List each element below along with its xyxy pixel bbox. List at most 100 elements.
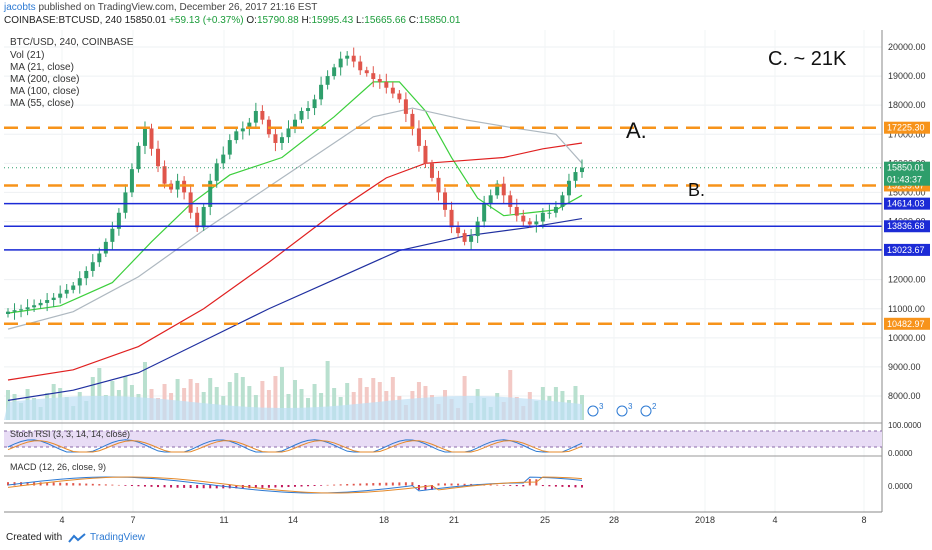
candle-body xyxy=(553,206,558,213)
stoch-k-line xyxy=(7,439,583,453)
macd-hist-bar xyxy=(294,485,296,487)
candle-body xyxy=(221,154,226,164)
macd-hist-bar xyxy=(339,484,342,486)
macd-hist-bar xyxy=(143,485,146,487)
macd-label[interactable]: MACD (12, 26, close, 9) xyxy=(10,462,106,472)
macd-hist-bar xyxy=(541,485,544,487)
candle-body xyxy=(253,110,258,123)
annotation-c: C. ~ 21K xyxy=(768,48,847,70)
open-label: O: xyxy=(246,15,257,26)
low-value: 15665.66 xyxy=(364,15,406,26)
macd-hist-bar xyxy=(287,485,290,488)
time-tick-label: 21 xyxy=(449,515,459,525)
legend-ma21[interactable]: MA (21, close) xyxy=(10,62,74,73)
candle-body xyxy=(560,195,565,207)
low-label: L: xyxy=(355,15,365,26)
candle-body xyxy=(84,270,89,279)
candle-body xyxy=(540,212,545,222)
stoch-label[interactable]: Stoch RSI (3, 3, 14, 14, close) xyxy=(10,429,130,439)
candle-body xyxy=(482,204,487,222)
macd-hist-bar xyxy=(581,485,583,488)
candle-body xyxy=(214,163,219,181)
candle-body xyxy=(25,307,30,310)
candle-body xyxy=(345,55,350,59)
candle-body xyxy=(208,180,213,207)
author-link[interactable]: jacobts xyxy=(4,2,36,13)
candle-body xyxy=(534,221,539,225)
close-label: C: xyxy=(408,15,419,26)
candle-body xyxy=(358,61,363,71)
annotation-b: B. xyxy=(688,180,705,200)
macd-hist-bar xyxy=(489,484,492,486)
macd-hist-bar xyxy=(280,485,283,488)
candle-body xyxy=(306,108,311,111)
candle-body xyxy=(64,289,69,294)
macd-hist-bar xyxy=(430,485,433,490)
macd-hist-bar xyxy=(411,482,414,486)
price-tick-label: 17000.00 xyxy=(888,129,926,139)
macd-hist-bar xyxy=(170,485,173,488)
event-flags[interactable]: 3 3 2 xyxy=(587,402,657,417)
volume-bar xyxy=(573,386,578,420)
macd-hist-bar xyxy=(515,485,518,487)
horizontal-levels xyxy=(4,126,882,326)
candle-body xyxy=(260,110,265,120)
macd-hist-bar xyxy=(502,485,505,486)
level-price-label: 13023.67 xyxy=(887,245,925,255)
time-axis-ticks: 4 7 11 14 18 21 25 28 2018 4 8 xyxy=(59,515,866,525)
volume-bar xyxy=(273,376,278,420)
candle-body xyxy=(247,122,252,129)
macd-hist-bar xyxy=(365,483,368,486)
volume-bar xyxy=(345,383,350,420)
legend-ma200[interactable]: MA (200, close) xyxy=(10,74,79,85)
time-tick-label: 11 xyxy=(219,515,228,525)
macd-hist-bar xyxy=(554,485,557,487)
time-tick-label: 7 xyxy=(130,515,135,525)
volume-bar xyxy=(286,394,291,420)
publish-info: published on TradingView.com, December 2… xyxy=(38,2,318,13)
candle-body xyxy=(129,169,134,193)
macd-hist-bar xyxy=(215,485,218,489)
macd-hist-bar xyxy=(574,485,577,488)
macd-hist-bar xyxy=(496,484,499,486)
macd-hist-bar xyxy=(46,482,49,486)
macd-hist-bar xyxy=(85,483,88,486)
macd-hist-bar xyxy=(437,483,440,486)
candle-body xyxy=(188,192,193,213)
price-chart[interactable]: 20000.0019000.0018000.0017000.0016000.00… xyxy=(0,0,932,528)
volume-bar xyxy=(358,378,363,420)
candle-body xyxy=(116,212,121,229)
candle-body xyxy=(521,215,526,222)
macd-hist-bar xyxy=(424,485,427,490)
macd-hist-bar xyxy=(404,482,407,486)
macd-hist-bar xyxy=(548,485,551,487)
candle-body xyxy=(351,55,356,62)
legend-ma100[interactable]: MA (100, close) xyxy=(10,86,79,97)
stoch-d-line xyxy=(7,440,583,453)
price-tick-label: 20000.00 xyxy=(888,42,926,52)
candle-body xyxy=(573,172,578,181)
volume-bars xyxy=(4,361,584,420)
candle-body xyxy=(364,70,369,74)
candle-body xyxy=(495,183,500,196)
macd-hist-bar xyxy=(352,483,355,486)
level-price-label: 14614.03 xyxy=(887,199,925,209)
volume-bar xyxy=(247,386,252,420)
ohlc-header: COINBASE:BTCUSD, 240 15850.01 +59.13 (+0… xyxy=(4,15,461,26)
legend-vol[interactable]: Vol (21) xyxy=(10,50,44,61)
candle-body xyxy=(416,128,421,146)
legend-ma55[interactable]: MA (55, close) xyxy=(10,98,74,109)
volume-bar xyxy=(325,361,330,420)
change-value: +59.13 (+0.37%) xyxy=(169,15,244,26)
candles xyxy=(6,47,584,320)
macd-hist-bar xyxy=(176,485,179,488)
tradingview-brand[interactable]: TradingView xyxy=(90,532,146,543)
candle-body xyxy=(325,76,330,85)
macd-hist-bar xyxy=(137,485,140,487)
time-tick-label: 25 xyxy=(540,515,550,525)
candle-body xyxy=(149,128,154,149)
price-tick-label: 11000.00 xyxy=(888,304,925,314)
candle-body xyxy=(77,278,82,286)
candle-body xyxy=(403,99,408,114)
candle-body xyxy=(162,166,167,184)
